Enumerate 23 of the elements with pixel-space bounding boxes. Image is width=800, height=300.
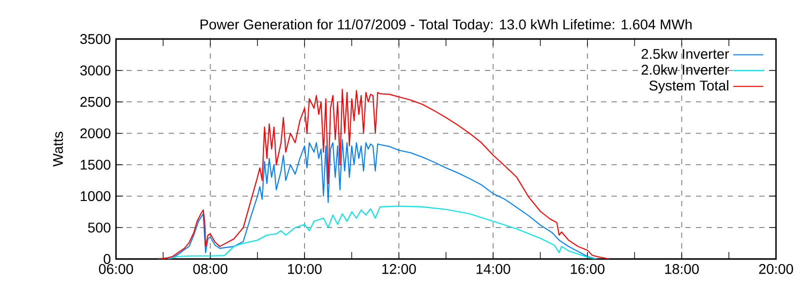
x-tick-label: 16:00 <box>570 264 604 274</box>
line-series <box>158 88 610 259</box>
x-tick-label: 10:00 <box>288 264 322 274</box>
y-tick-label: 1000 <box>80 191 110 202</box>
y-axis-title: Watts <box>53 132 63 167</box>
x-tick-label: 18:00 <box>665 264 699 274</box>
x-tick-label: 14:00 <box>476 264 510 274</box>
x-tick-label: 20:00 <box>759 264 794 274</box>
y-tick-label: 3500 <box>80 34 110 44</box>
x-tick-label: 08:00 <box>193 264 228 274</box>
legend-label: 2.5kw Inverter <box>642 48 729 59</box>
x-tick-label: 06:00 <box>98 264 134 274</box>
chart-title: Power Generation for 11/07/2009 - Total Today: 13.0 kWh Lifetime: 1.604 MWh <box>200 19 692 32</box>
x-tick-label: 12:00 <box>382 264 416 274</box>
legend-label: 2.0kw Inverter <box>642 64 729 75</box>
y-tick-label: 2500 <box>80 96 110 107</box>
y-tick-label: 500 <box>88 222 110 233</box>
y-tick-label: 1500 <box>80 160 110 170</box>
y-tick-label: 0 <box>104 254 110 264</box>
line-series <box>167 206 598 259</box>
legend-label: System Total <box>649 80 728 94</box>
y-tick-label: 2000 <box>80 128 110 138</box>
y-tick-label: 3000 <box>80 65 110 76</box>
